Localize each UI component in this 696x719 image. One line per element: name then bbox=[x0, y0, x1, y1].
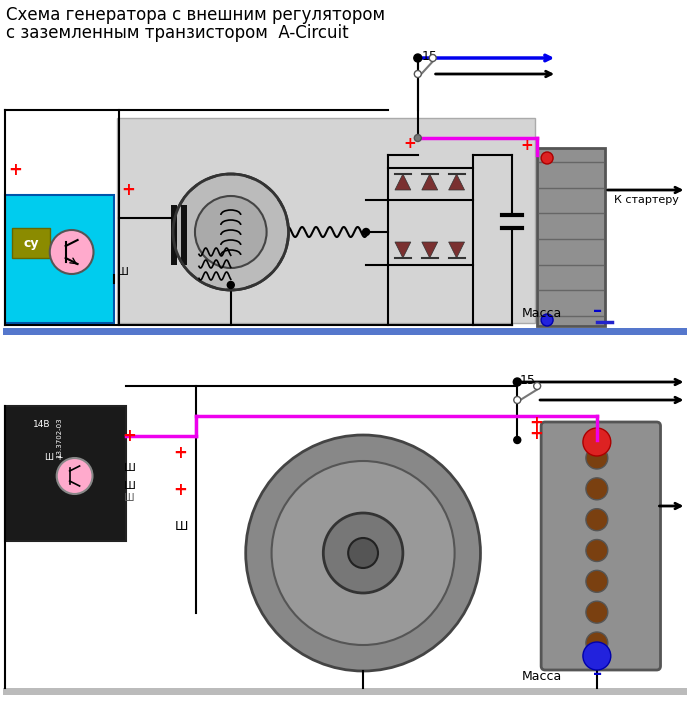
Circle shape bbox=[215, 276, 229, 290]
Circle shape bbox=[49, 230, 93, 274]
Text: Схема генератора с внешним регулятором: Схема генератора с внешним регулятором bbox=[6, 6, 385, 24]
Circle shape bbox=[264, 258, 278, 273]
Bar bbox=[537, 148, 605, 326]
Circle shape bbox=[429, 55, 436, 62]
Circle shape bbox=[586, 601, 608, 623]
Circle shape bbox=[195, 196, 267, 268]
Circle shape bbox=[541, 152, 553, 164]
Bar bbox=[118, 118, 535, 323]
Text: 13.3702-03: 13.3702-03 bbox=[56, 418, 63, 458]
Circle shape bbox=[583, 428, 611, 456]
Text: 14В: 14В bbox=[33, 420, 51, 429]
Circle shape bbox=[586, 447, 608, 469]
Text: +: + bbox=[173, 481, 187, 499]
Circle shape bbox=[414, 54, 422, 62]
Circle shape bbox=[184, 191, 198, 206]
Circle shape bbox=[586, 570, 608, 592]
Text: 15: 15 bbox=[422, 50, 438, 63]
Bar bbox=[181, 205, 187, 265]
Text: +: + bbox=[521, 137, 533, 152]
Circle shape bbox=[232, 276, 246, 290]
Text: Ш +: Ш + bbox=[45, 454, 64, 462]
Circle shape bbox=[586, 539, 608, 562]
Circle shape bbox=[534, 383, 541, 390]
Text: –: – bbox=[593, 665, 602, 683]
Text: Ш: Ш bbox=[123, 481, 135, 491]
Bar bbox=[171, 205, 177, 265]
Circle shape bbox=[198, 270, 212, 284]
Circle shape bbox=[246, 435, 480, 671]
Circle shape bbox=[272, 243, 286, 257]
Text: су: су bbox=[23, 237, 38, 249]
Bar bbox=[5, 406, 127, 541]
Circle shape bbox=[414, 70, 421, 78]
Circle shape bbox=[184, 258, 198, 273]
Circle shape bbox=[272, 207, 286, 221]
Circle shape bbox=[583, 642, 611, 670]
Text: Ш: Ш bbox=[124, 493, 134, 503]
Circle shape bbox=[228, 282, 235, 288]
Text: +: + bbox=[529, 425, 543, 443]
Bar bbox=[3, 328, 688, 335]
Circle shape bbox=[586, 508, 608, 531]
Text: Ш: Ш bbox=[175, 520, 188, 533]
Circle shape bbox=[541, 314, 553, 326]
Bar bbox=[3, 688, 688, 695]
Text: +: + bbox=[121, 181, 135, 199]
Circle shape bbox=[172, 225, 186, 239]
Polygon shape bbox=[395, 174, 411, 190]
Text: Ш: Ш bbox=[116, 267, 128, 277]
Polygon shape bbox=[449, 174, 464, 190]
Text: +: + bbox=[8, 161, 22, 179]
FancyBboxPatch shape bbox=[541, 422, 661, 670]
Circle shape bbox=[586, 632, 608, 654]
Text: +: + bbox=[122, 427, 136, 445]
Circle shape bbox=[514, 396, 521, 403]
Circle shape bbox=[232, 174, 246, 188]
Circle shape bbox=[250, 270, 264, 284]
Circle shape bbox=[324, 513, 403, 593]
Polygon shape bbox=[422, 174, 438, 190]
Text: Масса: Масса bbox=[522, 670, 562, 683]
Circle shape bbox=[264, 191, 278, 206]
Circle shape bbox=[175, 207, 189, 221]
Circle shape bbox=[363, 229, 370, 236]
Polygon shape bbox=[422, 242, 438, 258]
Text: К стартеру: К стартеру bbox=[614, 195, 679, 205]
Circle shape bbox=[514, 436, 521, 444]
Text: Масса: Масса bbox=[522, 307, 562, 320]
Circle shape bbox=[271, 461, 454, 645]
Text: +: + bbox=[404, 137, 416, 152]
Text: Ш: Ш bbox=[123, 463, 135, 473]
Text: –: – bbox=[593, 302, 602, 320]
Circle shape bbox=[586, 478, 608, 500]
Bar bbox=[12, 228, 49, 258]
Text: +: + bbox=[529, 414, 543, 432]
Circle shape bbox=[175, 243, 189, 257]
Polygon shape bbox=[395, 242, 411, 258]
Circle shape bbox=[348, 538, 378, 568]
Bar bbox=[5, 195, 114, 323]
Circle shape bbox=[276, 225, 290, 239]
Text: +: + bbox=[173, 444, 187, 462]
Circle shape bbox=[198, 180, 212, 194]
Circle shape bbox=[250, 180, 264, 194]
Circle shape bbox=[173, 174, 288, 290]
Circle shape bbox=[513, 378, 521, 386]
Circle shape bbox=[56, 458, 93, 494]
Polygon shape bbox=[449, 242, 464, 258]
Bar bbox=[0, 358, 693, 718]
Circle shape bbox=[215, 174, 229, 188]
Text: с заземленным транзистором  A-Circuit: с заземленным транзистором A-Circuit bbox=[6, 24, 349, 42]
Text: 15: 15 bbox=[519, 374, 535, 387]
Circle shape bbox=[414, 134, 421, 142]
